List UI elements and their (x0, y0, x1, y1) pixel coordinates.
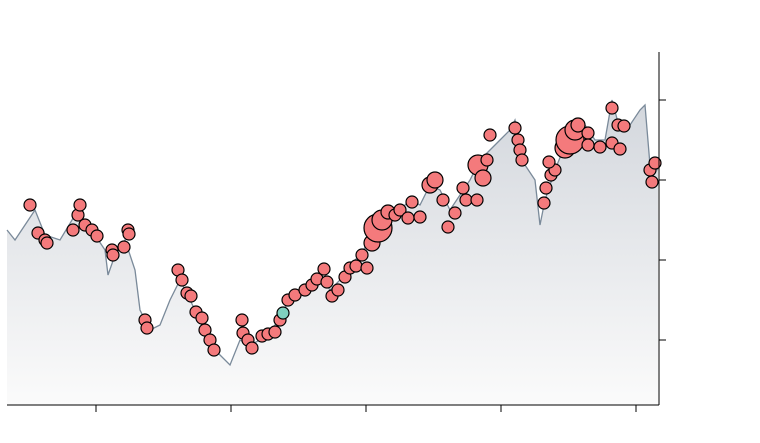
marker (360, 261, 374, 275)
marker (175, 273, 189, 287)
marker (235, 313, 249, 327)
marker (207, 343, 221, 357)
marker (66, 223, 80, 237)
marker (90, 229, 104, 243)
marker (317, 262, 331, 276)
marker (320, 275, 334, 289)
marker (122, 227, 136, 241)
marker (40, 236, 54, 250)
marker (195, 311, 209, 325)
marker (474, 169, 492, 187)
marker (355, 248, 369, 262)
marker (393, 203, 407, 217)
marker (441, 220, 455, 234)
marker (117, 240, 131, 254)
area-fill (7, 100, 658, 405)
marker (483, 128, 497, 142)
marker (276, 306, 290, 320)
marker (401, 211, 415, 225)
marker (617, 119, 631, 133)
marker (426, 171, 444, 189)
marker (613, 142, 627, 156)
marker (581, 126, 595, 140)
marker (331, 283, 345, 297)
marker (480, 153, 494, 167)
marker (140, 321, 154, 335)
marker (508, 121, 522, 135)
marker (23, 198, 37, 212)
marker (570, 117, 586, 133)
marker (448, 206, 462, 220)
marker (413, 210, 427, 224)
marker (73, 198, 87, 212)
marker (268, 325, 282, 339)
marker (539, 181, 553, 195)
marker (349, 259, 363, 273)
marker (593, 140, 607, 154)
marker (405, 195, 419, 209)
marker (184, 289, 198, 303)
marker (106, 248, 120, 262)
marker (456, 181, 470, 195)
marker (470, 193, 484, 207)
marker (542, 155, 556, 169)
marker (537, 196, 551, 210)
marker (648, 156, 662, 170)
marker (581, 138, 595, 152)
marker (436, 193, 450, 207)
marker (245, 341, 259, 355)
marker (645, 175, 659, 189)
marker (459, 193, 473, 207)
marker (605, 101, 619, 115)
marker (515, 153, 529, 167)
